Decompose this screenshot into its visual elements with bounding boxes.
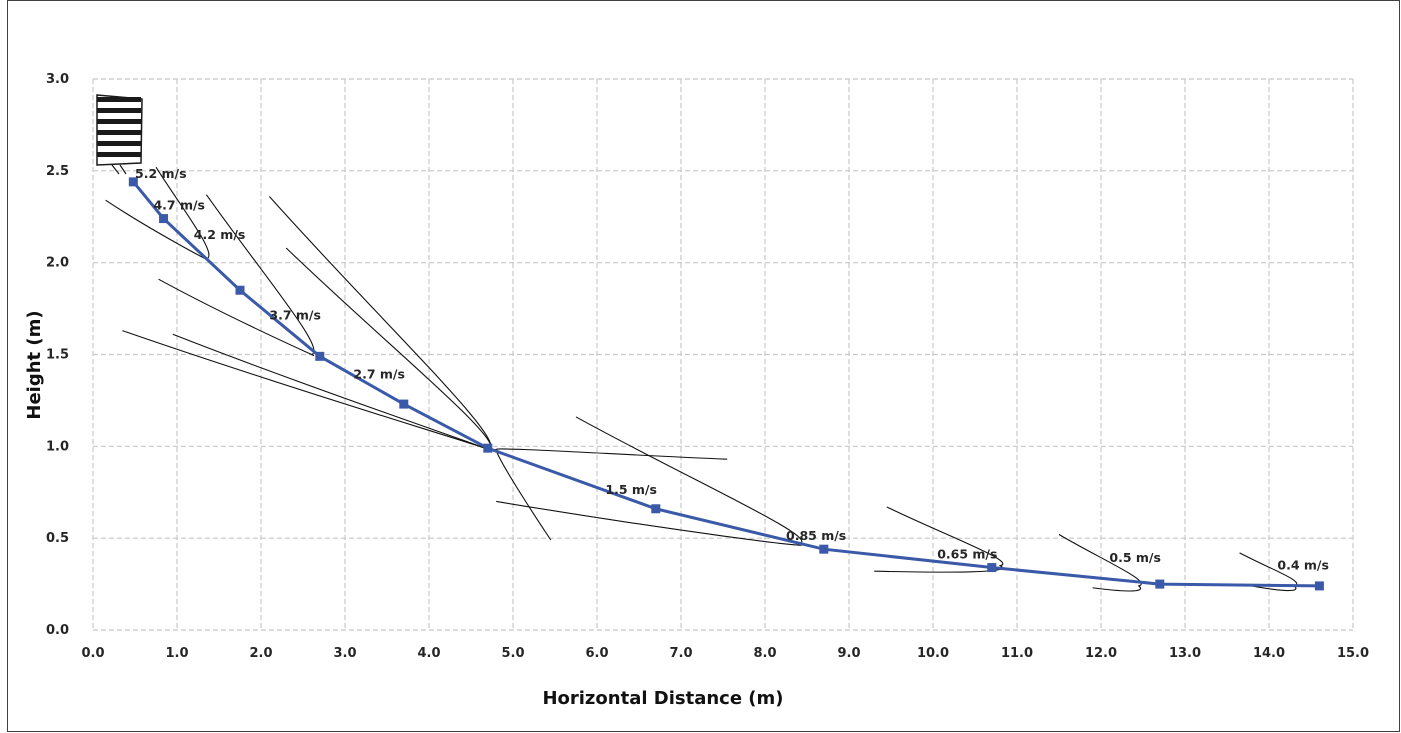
data-point — [235, 285, 245, 295]
data-point — [651, 504, 661, 514]
x-tick-label: 1.0 — [165, 646, 188, 661]
speed-label: 0.85 m/s — [786, 528, 846, 543]
speed-label: 2.7 m/s — [353, 366, 405, 381]
x-tick-label: 12.0 — [1085, 646, 1117, 661]
x-tick-label: 14.0 — [1253, 646, 1285, 661]
plume-outlines — [105, 166, 1298, 592]
speed-label: 4.7 m/s — [153, 197, 205, 212]
grid-lines — [92, 78, 1354, 631]
x-tick-label: 2.0 — [249, 646, 272, 661]
x-tick-label: 11.0 — [1001, 646, 1033, 661]
speed-label: 4.2 m/s — [194, 227, 246, 242]
data-point — [399, 399, 409, 409]
data-point — [159, 214, 169, 224]
plume-outline — [874, 506, 1004, 573]
x-tick-labels: 0.0 1.0 2.0 3.0 4.0 5.0 6.0 7.0 8.0 9.0 10.0 11.0 12… — [81, 646, 1369, 661]
plume-outline — [172, 247, 492, 452]
x-tick-label: 4.0 — [417, 646, 440, 661]
y-axis-title: Height (m) — [24, 310, 45, 419]
x-tick-label: 9.0 — [837, 646, 860, 661]
y-tick-label: 2.5 — [46, 164, 69, 179]
x-tick-label: 5.0 — [501, 646, 524, 661]
series-trajectory — [128, 177, 1324, 591]
y-tick-labels: 0.0 0.5 1.0 1.5 2.0 2.5 3.0 — [46, 72, 69, 638]
x-tick-label: 8.0 — [753, 646, 776, 661]
data-point — [128, 177, 138, 187]
chart-frame — [7, 0, 1400, 732]
speed-label: 0.5 m/s — [1109, 550, 1161, 565]
plume-outline — [495, 448, 728, 541]
data-point — [1314, 581, 1324, 591]
y-tick-label: 1.5 — [46, 348, 69, 363]
speed-label: 0.65 m/s — [937, 546, 997, 561]
plume-outline — [1058, 534, 1142, 592]
x-tick-label: 15.0 — [1337, 646, 1369, 661]
data-point — [315, 351, 325, 361]
speed-label: 0.4 m/s — [1277, 557, 1329, 572]
y-tick-label: 3.0 — [46, 72, 69, 87]
x-tick-label: 13.0 — [1169, 646, 1201, 661]
speed-label: 1.5 m/s — [605, 482, 657, 497]
x-tick-label: 3.0 — [333, 646, 356, 661]
x-tick-label: 0.0 — [81, 646, 104, 661]
plume-outline — [158, 194, 315, 357]
plume-outline — [122, 196, 492, 452]
y-tick-label: 1.0 — [46, 439, 69, 454]
x-tick-label: 6.0 — [585, 646, 608, 661]
speed-label: 5.2 m/s — [135, 166, 187, 181]
data-point — [819, 544, 829, 554]
y-tick-label: 0.0 — [46, 623, 69, 638]
point-labels: 5.2 m/s 4.7 m/s 4.2 m/s 3.7 m/s 2.7 m/s 1.5 m… — [135, 166, 1329, 572]
x-tick-label: 7.0 — [669, 646, 692, 661]
nozzle-icon — [96, 94, 143, 175]
x-axis-title: Horizontal Distance (m) — [542, 688, 783, 709]
data-point — [987, 563, 997, 573]
y-tick-label: 0.5 — [46, 531, 69, 546]
data-point — [1155, 579, 1165, 589]
speed-label: 3.7 m/s — [269, 308, 321, 323]
data-point — [483, 443, 493, 453]
y-tick-label: 2.0 — [46, 256, 69, 271]
x-tick-label: 10.0 — [917, 646, 949, 661]
